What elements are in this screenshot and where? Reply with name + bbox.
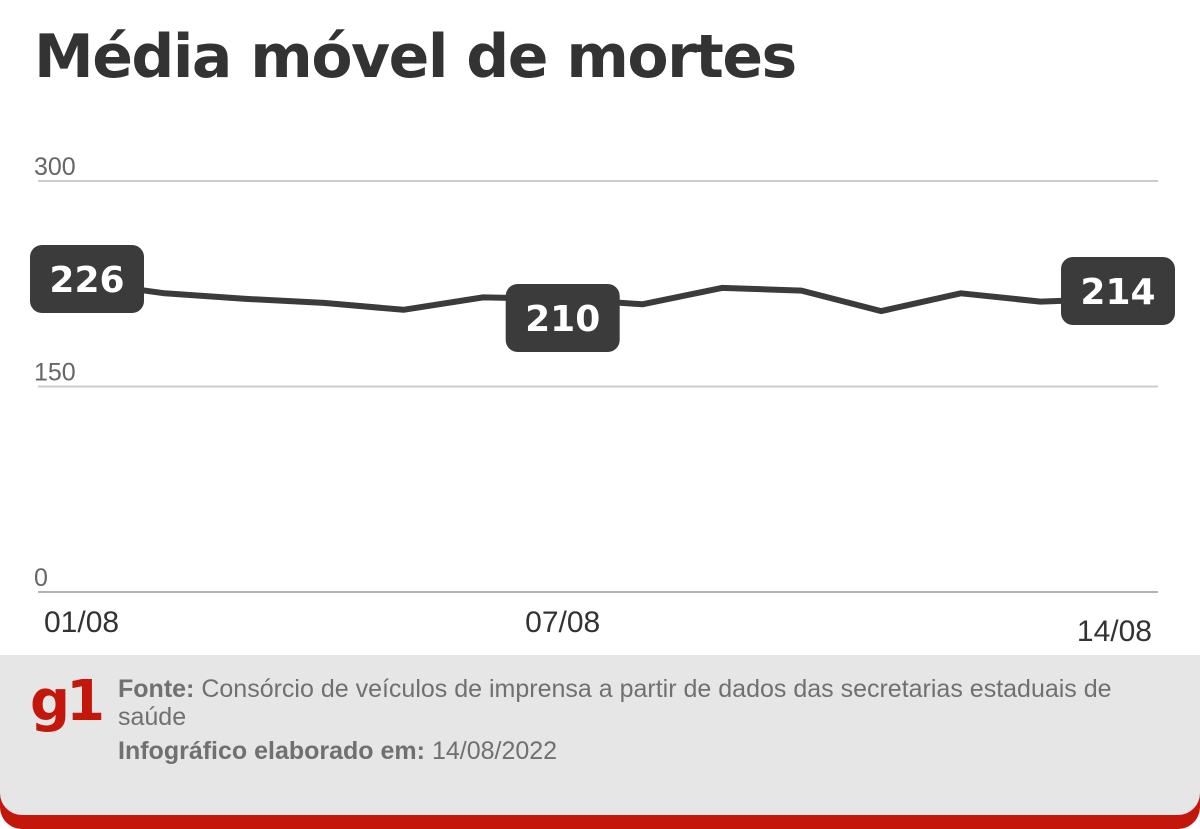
data-label: 210 xyxy=(525,299,600,340)
data-point xyxy=(880,310,882,312)
line-chart: 0 150 300 01/08 07/08 14/08 226 210 214 xyxy=(30,153,1175,648)
data-point xyxy=(960,292,962,294)
y-tick-label: 0 xyxy=(34,564,48,592)
y-tick-label: 300 xyxy=(34,153,76,181)
date-label: Infográfico elaborado em: xyxy=(118,737,425,765)
data-label-box xyxy=(1061,257,1175,325)
source-label: Fonte: xyxy=(118,675,195,703)
source-note: Fonte: Consórcio de veículos de imprensa… xyxy=(118,675,1128,731)
data-label: 214 xyxy=(1080,272,1155,313)
data-point xyxy=(323,302,325,304)
data-point xyxy=(801,290,803,292)
y-tick-label: 150 xyxy=(34,359,76,387)
x-tick-label: 01/08 xyxy=(44,606,119,639)
data-label: 226 xyxy=(49,260,124,301)
source-text: Consórcio de veículos de imprensa a part… xyxy=(118,675,1112,731)
data-point xyxy=(402,309,404,311)
data-point xyxy=(482,296,484,298)
date-value: 14/08/2022 xyxy=(431,737,558,765)
data-point xyxy=(164,292,166,294)
footer: g1 Fonte: Consórcio de veículos de impre… xyxy=(0,655,1200,829)
page-title: Média móvel de mortes xyxy=(34,22,797,92)
x-tick-label: 07/08 xyxy=(525,606,600,639)
data-label-box xyxy=(505,284,620,352)
data-point xyxy=(721,287,723,289)
data-label-box xyxy=(30,245,144,313)
data-point xyxy=(1039,301,1041,303)
data-point xyxy=(641,303,643,305)
footer-band xyxy=(0,655,1200,815)
data-point xyxy=(243,298,245,300)
date-note: Infográfico elaborado em: 14/08/2022 xyxy=(118,737,557,766)
g1-logo: g1 xyxy=(30,669,105,734)
x-tick-label: 14/08 xyxy=(1077,615,1152,648)
